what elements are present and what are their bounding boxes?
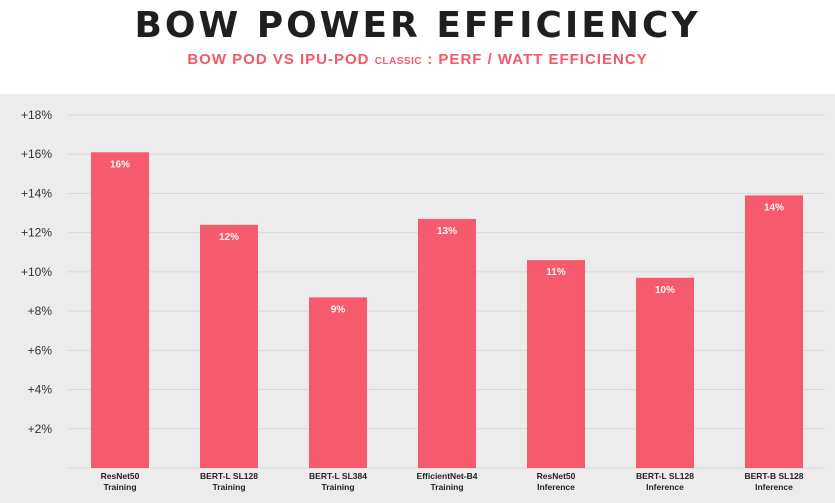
bar [309, 297, 367, 468]
category-label: BERT-L SL384 [309, 471, 367, 481]
category-label: Training [321, 482, 354, 492]
bar [636, 277, 694, 468]
bar [200, 224, 258, 468]
y-axis-ticks: +2% +4% +6% +8% +10% +12% +14% +16% +18% [21, 108, 52, 436]
subtitle-main: BOW POD VS IPU-POD [187, 51, 370, 68]
category-label: BERT-B SL128 [744, 471, 803, 481]
bars [91, 152, 803, 468]
bar [745, 195, 803, 468]
category-label: Inference [646, 482, 684, 492]
chart-title: BOW POWER EFFICIENCY [134, 5, 701, 46]
bar-value-label: 10% [655, 285, 675, 296]
bar-value-label: 11% [546, 267, 566, 278]
bar [418, 218, 476, 468]
bar [91, 152, 149, 468]
data-labels: 16% 12% 9% 13% 11% 10% 14% [110, 159, 784, 315]
category-label: EfficientNet-B4 [417, 471, 478, 481]
bar-value-label: 13% [437, 226, 457, 237]
y-tick-label: +12% [21, 226, 52, 240]
category-label: ResNet50 [101, 471, 140, 481]
category-label: ResNet50 [537, 471, 576, 481]
bar-value-label: 12% [219, 232, 239, 243]
chart-header: BOW POWER EFFICIENCY BOW POD VS IPU-POD … [0, 0, 835, 94]
y-tick-label: +4% [28, 383, 53, 397]
category-label: Training [212, 482, 245, 492]
category-label: Inference [755, 482, 793, 492]
y-tick-label: +2% [28, 422, 53, 436]
category-label: Inference [537, 482, 575, 492]
category-label: Training [430, 482, 463, 492]
category-label: BERT-L SL128 [200, 471, 258, 481]
y-tick-label: +10% [21, 265, 52, 279]
bar [527, 260, 585, 468]
bar-value-label: 9% [331, 304, 346, 315]
subtitle-tail: : PERF / WATT EFFICIENCY [427, 51, 648, 68]
y-tick-label: +16% [21, 147, 52, 161]
chart-subtitle: BOW POD VS IPU-POD CLASSIC : PERF / WATT… [0, 51, 835, 71]
y-tick-label: +18% [21, 108, 52, 122]
bar-chart: +2% +4% +6% +8% +10% +12% +14% +16% +18% 16% 12% 9… [21, 108, 825, 492]
category-label: BERT-L SL128 [636, 471, 694, 481]
y-tick-label: +6% [28, 343, 53, 357]
bar-value-label: 16% [110, 159, 130, 170]
y-tick-label: +14% [21, 186, 52, 200]
y-tick-label: +8% [28, 304, 53, 318]
bar-value-label: 14% [764, 202, 784, 213]
category-label: Training [103, 482, 136, 492]
subtitle-small: CLASSIC [374, 56, 423, 67]
